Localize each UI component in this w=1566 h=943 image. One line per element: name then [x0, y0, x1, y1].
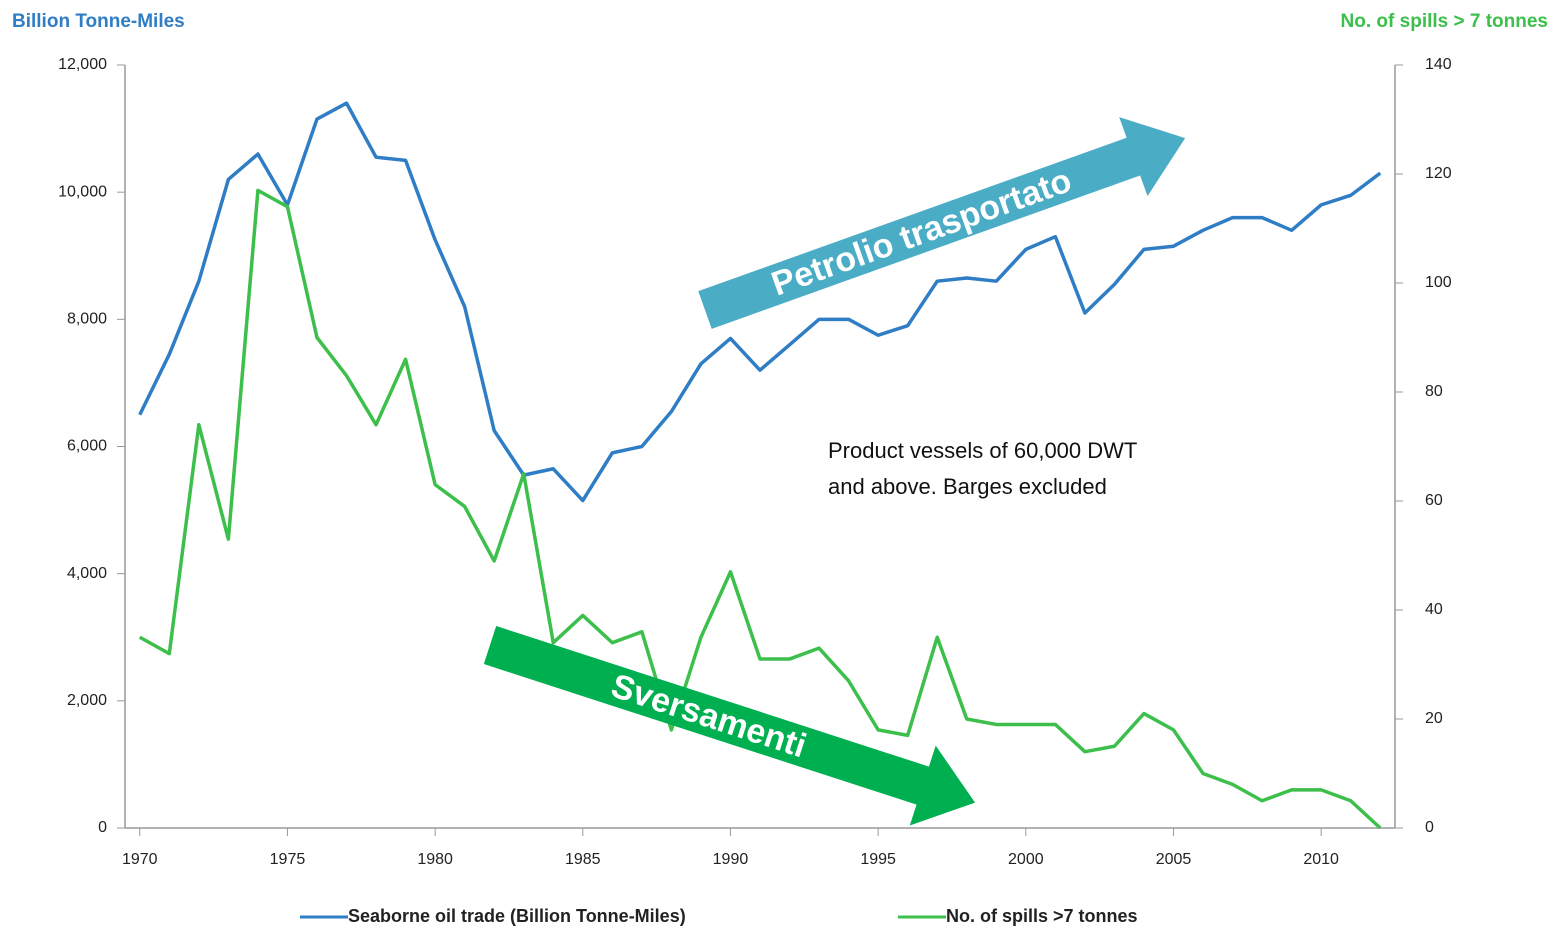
- y-tick-label: 0: [98, 819, 107, 836]
- y-axis-label: Billion Tonne-Miles: [12, 11, 185, 32]
- y-tick-label: 10,000: [58, 183, 107, 200]
- note: and above. Barges excluded: [828, 474, 1107, 499]
- legend-label: No. of spills >7 tonnes: [946, 906, 1138, 926]
- x-tick-label: 1985: [565, 851, 601, 868]
- y-tick-label: 12,000: [58, 56, 107, 73]
- x-tick-label: 1980: [417, 851, 453, 868]
- y2-axis-label: No. of spills > 7 tonnes: [1341, 11, 1548, 32]
- x-tick-label: 2005: [1156, 851, 1192, 868]
- y-tick-label: 2,000: [67, 692, 107, 709]
- plot: 0 2,000 4,000 6,000 8,000 10,000 12,000 0 20 40 60…: [58, 56, 1452, 926]
- y2-tick-label: 80: [1425, 383, 1443, 400]
- y2-tick-label: 40: [1425, 601, 1443, 618]
- x-tick-label: 1990: [713, 851, 749, 868]
- arrow-label: Petrolio trasportato: [767, 161, 1077, 303]
- series-line: [138, 101, 1382, 503]
- legend-label: Seaborne oil trade (Billion Tonne-Miles): [348, 906, 686, 926]
- y-tick-label: 8,000: [67, 311, 107, 328]
- up-arrow: Petrolio trasportato: [698, 117, 1186, 329]
- y2-tick-label: 140: [1425, 56, 1452, 73]
- x-tick-label: 2000: [1008, 851, 1044, 868]
- y2-tick-label: 0: [1425, 819, 1434, 836]
- series-line: [138, 188, 1382, 830]
- y-tick-label: 6,000: [67, 438, 107, 455]
- x-tick-label: 2010: [1303, 851, 1339, 868]
- y-tick-label: 4,000: [67, 565, 107, 582]
- note: Product vessels of 60,000 DWT: [828, 438, 1137, 463]
- y2-tick-label: 100: [1425, 274, 1452, 291]
- arrow-shape: [698, 117, 1186, 329]
- arrow-shape: [483, 625, 976, 826]
- y2-tick-label: 60: [1425, 492, 1443, 509]
- x-tick-label: 1970: [122, 851, 158, 868]
- x-tick-label: 1975: [270, 851, 306, 868]
- y2-tick-label: 20: [1425, 710, 1443, 727]
- arrow-label: Sversamenti: [607, 667, 811, 766]
- y2-tick-label: 120: [1425, 165, 1452, 182]
- x-tick-label: 1995: [860, 851, 896, 868]
